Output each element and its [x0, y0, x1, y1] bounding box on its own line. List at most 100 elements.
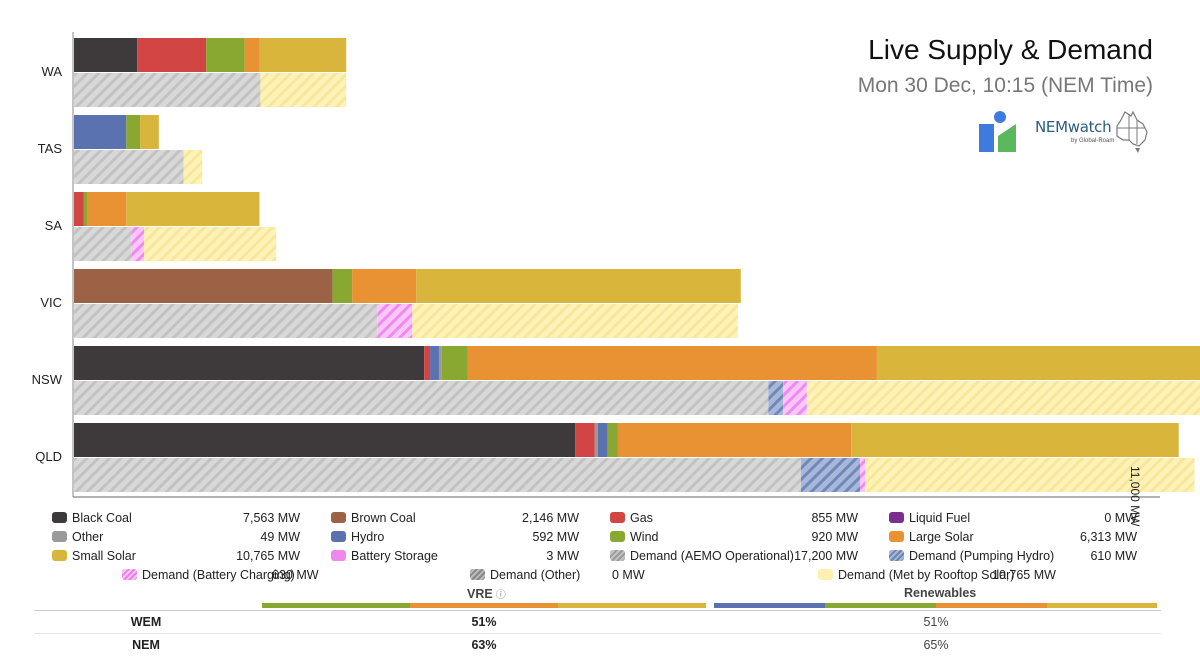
supply-bar-wa-black-coal[interactable]	[74, 38, 138, 72]
legend-value: 49 MW	[260, 530, 300, 544]
supply-bar-vic-large-solar[interactable]	[352, 269, 417, 303]
legend-swatch	[889, 531, 904, 543]
supply-bar-nsw-black-coal[interactable]	[74, 346, 425, 380]
supply-bar-sa-small-solar[interactable]	[126, 192, 260, 226]
region-label-nsw: NSW	[32, 372, 63, 387]
legend-swatch	[818, 569, 833, 581]
supply-bar-qld-gas[interactable]	[575, 423, 595, 457]
legend-item-brown-coal[interactable]: Brown Coal	[331, 509, 416, 527]
supply-bar-tas-hydro[interactable]	[74, 115, 127, 149]
supply-bar-qld-other[interactable]	[594, 423, 598, 457]
legend-value: 855 MW	[811, 511, 858, 525]
demand-bar-wa-rooftop[interactable]	[260, 73, 347, 107]
legend-item-small-solar[interactable]: Small Solar	[52, 547, 136, 565]
legend-value: 592 MW	[532, 530, 579, 544]
legend-label: Demand (Other)	[490, 568, 581, 582]
legend-item-demand-rooftop[interactable]: Demand (Met by Rooftop Solar)	[818, 566, 1014, 584]
summary-market-name: NEM	[132, 638, 160, 652]
demand-bar-vic-battery-charging[interactable]	[377, 304, 413, 338]
legend-item-other[interactable]: Other	[52, 528, 103, 546]
supply-bar-nsw-wind[interactable]	[441, 346, 468, 380]
supply-bar-nsw-small-solar[interactable]	[876, 346, 1200, 380]
supply-bar-qld-black-coal[interactable]	[74, 423, 576, 457]
legend-label: Brown Coal	[351, 511, 416, 525]
supply-bar-nsw-gas[interactable]	[424, 346, 431, 380]
demand-bar-tas-operational[interactable]	[74, 150, 184, 184]
supply-bar-nsw-large-solar[interactable]	[467, 346, 877, 380]
demand-bar-nsw-rooftop[interactable]	[806, 381, 1200, 415]
supply-bar-sa-wind[interactable]	[83, 192, 88, 226]
supply-bar-wa-small-solar[interactable]	[259, 38, 347, 72]
demand-bar-vic-operational[interactable]	[74, 304, 378, 338]
legend-item-demand-other[interactable]: Demand (Other)	[470, 566, 580, 584]
summary-divider	[34, 610, 1161, 611]
supply-bar-wa-gas[interactable]	[137, 38, 207, 72]
legend-swatch	[331, 531, 346, 543]
region-label-qld: QLD	[35, 449, 62, 464]
legend-item-wind[interactable]: Wind	[610, 528, 658, 546]
help-icon[interactable]: ⓘ	[495, 590, 506, 601]
legend-item-black-coal[interactable]: Black Coal	[52, 509, 132, 527]
legend-value: 0 MW	[612, 568, 645, 582]
summary-market-name: WEM	[130, 615, 162, 629]
header-color-strips	[262, 603, 1157, 608]
legend-value: 3 MW	[546, 549, 579, 563]
supply-bar-wa-large-solar[interactable]	[244, 38, 260, 72]
demand-bar-qld-rooftop[interactable]	[865, 458, 1195, 492]
supply-bar-vic-wind[interactable]	[332, 269, 353, 303]
nemwatch-wordmark: NEMwatch	[1035, 118, 1112, 136]
demand-bar-qld-pumping-hydro[interactable]	[800, 458, 861, 492]
supply-bar-vic-small-solar[interactable]	[416, 269, 741, 303]
legend-label: Small Solar	[72, 549, 136, 563]
region-label-wa: WA	[42, 64, 63, 79]
legend-item-demand-pumping-hydro[interactable]: Demand (Pumping Hydro)	[889, 547, 1054, 565]
legend-label: Battery Storage	[351, 549, 438, 563]
demand-bar-tas-rooftop[interactable]	[183, 150, 203, 184]
legend-swatch	[889, 512, 904, 524]
legend-swatch	[889, 550, 904, 562]
supply-bar-vic-brown-coal[interactable]	[74, 269, 333, 303]
demand-bar-vic-rooftop[interactable]	[412, 304, 738, 338]
supply-bar-sa-gas[interactable]	[74, 192, 84, 226]
supply-bar-qld-large-solar[interactable]	[617, 423, 852, 457]
legend-label: Large Solar	[909, 530, 974, 544]
supply-bar-tas-wind[interactable]	[126, 115, 141, 149]
legend-swatch	[470, 569, 485, 581]
supply-demand-chart: WA TAS SA VIC NSW QLD	[32, 32, 1200, 498]
supply-bar-nsw-other[interactable]	[438, 346, 442, 380]
legend-value: 0 MW	[1104, 511, 1137, 525]
supply-bar-nsw-hydro[interactable]	[430, 346, 439, 380]
demand-bar-sa-battery-charging[interactable]	[131, 227, 145, 261]
legend-value: 10,765 MW	[992, 568, 1056, 582]
legend-item-liquid-fuel[interactable]: Liquid Fuel	[889, 509, 970, 527]
demand-bar-nsw-pumping-hydro[interactable]	[768, 381, 784, 415]
supply-bar-tas-small-solar[interactable]	[140, 115, 159, 149]
supply-bar-wa-wind[interactable]	[206, 38, 245, 72]
legend-item-battery-storage[interactable]: Battery Storage	[331, 547, 438, 565]
demand-bar-qld-battery-charging[interactable]	[860, 458, 866, 492]
supply-bar-qld-small-solar[interactable]	[851, 423, 1179, 457]
supply-bar-qld-wind[interactable]	[607, 423, 618, 457]
legend-swatch	[52, 550, 67, 562]
region-label-sa: SA	[45, 218, 63, 233]
demand-bar-qld-operational[interactable]	[74, 458, 801, 492]
legend-swatch	[122, 569, 137, 581]
legend-item-hydro[interactable]: Hydro	[331, 528, 384, 546]
demand-bar-sa-operational[interactable]	[74, 227, 132, 261]
legend-item-large-solar[interactable]: Large Solar	[889, 528, 974, 546]
demand-bar-wa-operational[interactable]	[74, 73, 261, 107]
summary-row-wem: WEM 51% 51%	[34, 611, 1161, 633]
legend: Black Coal 7,563 MW Brown Coal 2,146 MW Gas 8…	[52, 509, 1162, 585]
supply-bar-sa-large-solar[interactable]	[87, 192, 127, 226]
demand-bar-sa-rooftop[interactable]	[144, 227, 277, 261]
legend-item-demand-operational[interactable]: Demand (AEMO Operational)	[610, 547, 794, 565]
legend-item-demand-battery-charging[interactable]: Demand (Battery Charging)	[122, 566, 295, 584]
supply-bar-qld-hydro[interactable]	[597, 423, 608, 457]
legend-swatch	[610, 550, 625, 562]
legend-label: Demand (AEMO Operational)	[630, 549, 794, 563]
legend-item-gas[interactable]: Gas	[610, 509, 653, 527]
legend-value: 2,146 MW	[522, 511, 579, 525]
demand-bar-nsw-battery-charging[interactable]	[783, 381, 807, 415]
renewables-header: Renewables	[904, 586, 977, 600]
demand-bar-nsw-operational[interactable]	[74, 381, 769, 415]
